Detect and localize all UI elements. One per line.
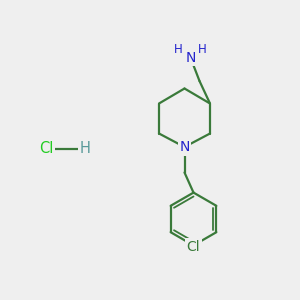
Text: Cl: Cl [39,141,54,156]
Text: N: N [179,140,190,154]
Text: H: H [198,43,207,56]
Text: H: H [174,43,183,56]
Text: H: H [80,141,91,156]
Text: Cl: Cl [187,240,200,254]
Text: N: N [185,51,196,64]
